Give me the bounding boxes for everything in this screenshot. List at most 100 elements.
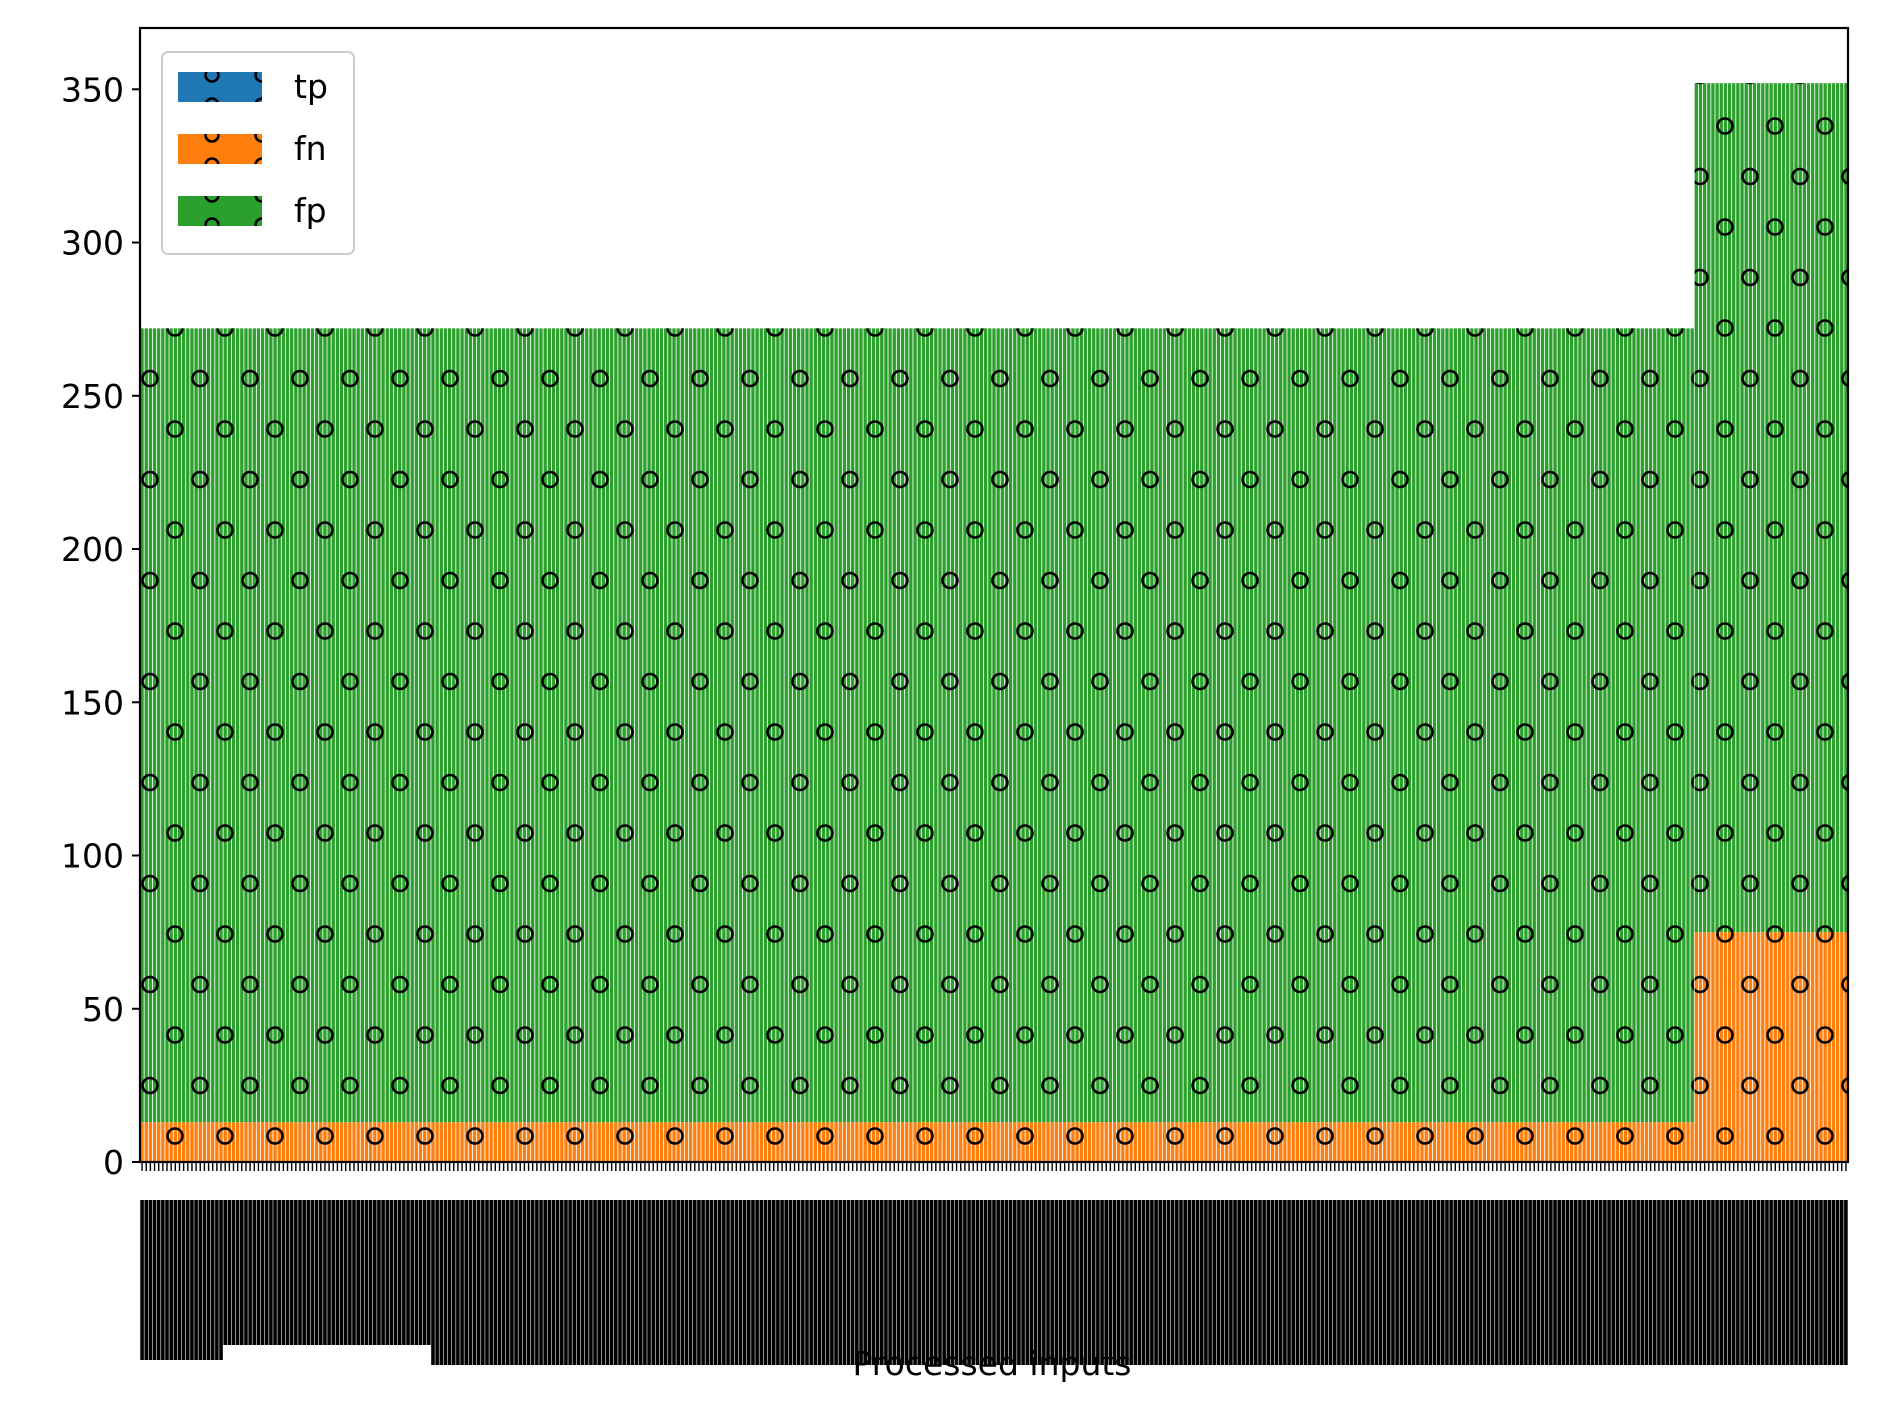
- x-tick-label: [580, 1200, 585, 1365]
- x-tick-label: [185, 1200, 190, 1360]
- x-tick-label: [680, 1200, 685, 1365]
- x-tick-label: [942, 1200, 946, 1365]
- axes-frame: [138, 26, 1850, 1164]
- x-tick-label: [227, 1200, 232, 1345]
- x-tick-label: [1137, 1200, 1142, 1365]
- x-tick-label: [1528, 1200, 1532, 1365]
- x-tick-label: [1283, 1200, 1287, 1365]
- x-tick-label: [622, 1200, 626, 1365]
- x-tick-label: [1623, 1200, 1628, 1365]
- x-tick-label: [1586, 1200, 1591, 1365]
- x-tick-label: [655, 1200, 660, 1365]
- x-tick-label: [1091, 1200, 1096, 1365]
- x-tick-label: [1611, 1200, 1615, 1365]
- x-tick-label: [198, 1200, 203, 1360]
- x-tick-label: [1515, 1200, 1520, 1365]
- x-tick-label: [1632, 1200, 1636, 1365]
- x-tick-label: [1657, 1200, 1661, 1365]
- x-tick-label: [190, 1200, 194, 1360]
- x-tick-label: [1827, 1200, 1832, 1365]
- x-tick-label: [983, 1200, 988, 1365]
- x-tick-label: [1823, 1200, 1827, 1365]
- x-tick-label: [1615, 1200, 1620, 1365]
- x-tick-label: [1478, 1200, 1483, 1365]
- x-tick-label: [1191, 1200, 1196, 1365]
- x-tick-label: [1598, 1200, 1603, 1365]
- x-tick-label: [1316, 1200, 1320, 1365]
- x-tick-label: [921, 1200, 926, 1365]
- x-tick-label: [381, 1200, 385, 1345]
- x-tick-label: [593, 1200, 597, 1365]
- x-tick-label: [1108, 1200, 1113, 1365]
- x-tick-label: [1166, 1200, 1171, 1365]
- x-tick-label: [1682, 1200, 1686, 1365]
- x-tick-label: [210, 1200, 215, 1360]
- x-tick-label: [1204, 1200, 1208, 1365]
- x-tick-label: [1819, 1200, 1823, 1365]
- x-tick-label: [929, 1200, 934, 1365]
- x-tick-label: [788, 1200, 793, 1365]
- x-tick-label: [1254, 1200, 1258, 1365]
- x-tick-label: [734, 1200, 739, 1365]
- legend-swatch-hatch: [178, 196, 262, 226]
- x-tick-label: [252, 1200, 257, 1345]
- x-tick-label: [971, 1200, 976, 1365]
- y-tick-label: 0: [103, 1143, 124, 1182]
- x-tick-label: [643, 1200, 647, 1365]
- x-tick-label: [298, 1200, 302, 1345]
- x-tick-label: [846, 1200, 851, 1365]
- x-tick-label: [751, 1200, 755, 1365]
- x-tick-label: [1798, 1200, 1803, 1365]
- x-tick-label: [1723, 1200, 1728, 1365]
- x-tick-label: [938, 1200, 942, 1365]
- x-tick-label: [909, 1200, 913, 1365]
- x-tick-label: [289, 1200, 294, 1345]
- x-tick-label: [888, 1200, 892, 1365]
- x-tick-label: [514, 1200, 518, 1365]
- x-tick-label: [547, 1200, 552, 1365]
- x-tick-label: [1748, 1200, 1753, 1365]
- legend-item-fp: fp: [178, 191, 327, 230]
- x-tick-label: [614, 1200, 618, 1365]
- x-tick-label: [618, 1200, 622, 1365]
- x-tick-label: [1133, 1200, 1138, 1365]
- x-tick-label: [1736, 1200, 1740, 1365]
- x-tick-label: [314, 1200, 319, 1345]
- x-tick-label: [181, 1200, 186, 1360]
- x-tick-label: [1274, 1200, 1279, 1365]
- x-tick-label: [1661, 1200, 1665, 1365]
- x-tick-label: [244, 1200, 248, 1345]
- x-tick-label: [343, 1200, 348, 1345]
- x-tick-label: [1686, 1200, 1690, 1365]
- x-tick-label: [1324, 1200, 1329, 1365]
- x-tick-label: [925, 1200, 930, 1365]
- x-tick-label: [1079, 1200, 1084, 1365]
- x-tick-label: [609, 1200, 614, 1365]
- hatch-fp: [140, 328, 1694, 1123]
- x-tick-label: [1486, 1200, 1491, 1365]
- legend-label: fn: [294, 129, 327, 168]
- x-tick-label: [1511, 1200, 1516, 1365]
- x-tick-label: [576, 1200, 581, 1365]
- x-tick-label: [963, 1200, 967, 1365]
- x-tick-label: [1607, 1200, 1611, 1365]
- x-tick-label: [1224, 1200, 1229, 1365]
- x-tick-label: [904, 1200, 909, 1365]
- x-tick-label: [709, 1200, 714, 1365]
- x-tick-label: [1644, 1200, 1649, 1365]
- x-tick-label: [1499, 1200, 1503, 1365]
- x-tick-label: [1457, 1200, 1462, 1365]
- x-tick-label: [1386, 1200, 1391, 1365]
- x-tick-label: [1158, 1200, 1163, 1365]
- x-tick-label: [406, 1200, 410, 1345]
- x-tick-label: [896, 1200, 901, 1365]
- x-tick-label: [1582, 1200, 1586, 1365]
- x-tick-label: [1569, 1200, 1574, 1365]
- x-tick-label: [1407, 1200, 1412, 1365]
- x-tick-label: [294, 1200, 298, 1345]
- x-tick-label: [260, 1200, 265, 1345]
- x-tick-label: [352, 1200, 356, 1345]
- x-tick-label: [1008, 1200, 1013, 1365]
- x-tick-label: [1374, 1200, 1379, 1365]
